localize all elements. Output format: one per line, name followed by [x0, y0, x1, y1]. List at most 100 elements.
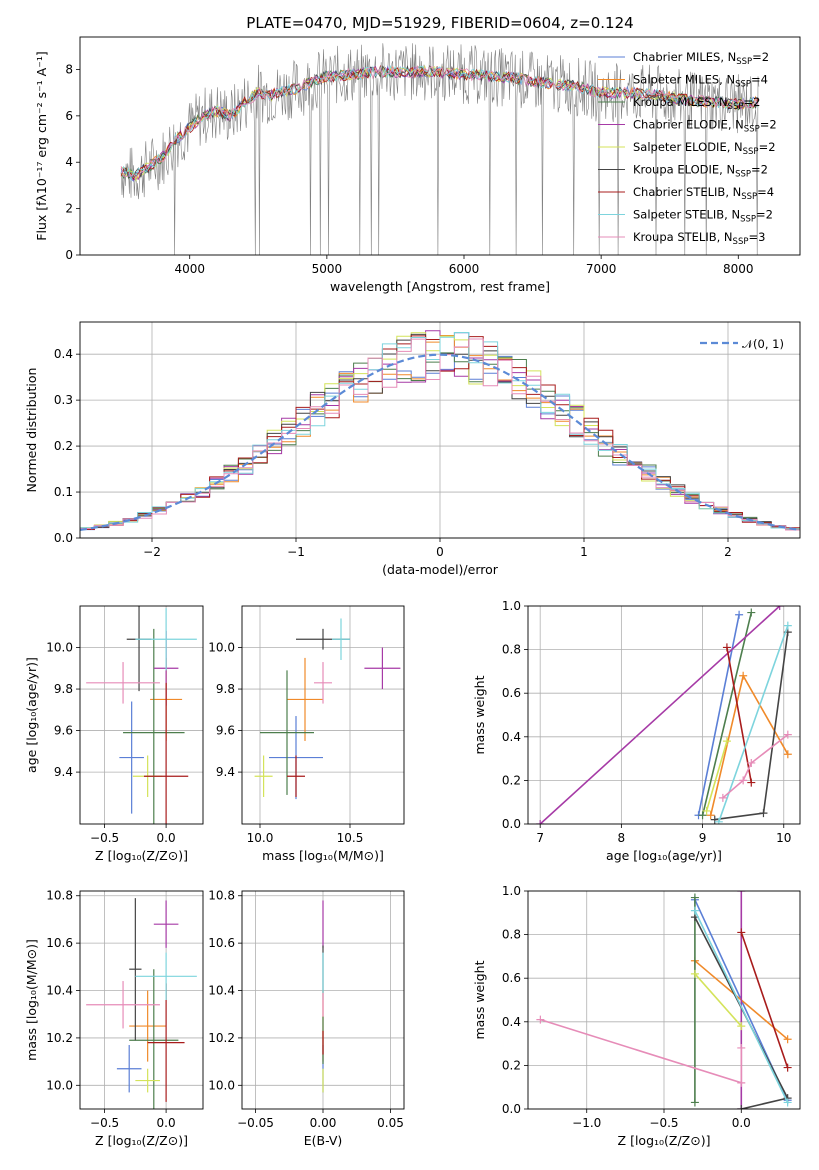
weight-marker	[737, 891, 746, 895]
legend-entry: Kroupa MILES, NSSP=2	[633, 95, 760, 112]
x-axis-label: Z [log₁₀(Z/Z⊙)]	[95, 848, 188, 863]
weight-marker	[698, 811, 707, 820]
y-tick-label: 4	[65, 155, 73, 169]
x-tick-label: 7	[536, 831, 544, 845]
y-tick-label: 0.4	[502, 1015, 521, 1029]
plot-area	[254, 618, 401, 800]
weight-marker	[783, 1098, 792, 1107]
x-tick-label: −0.05	[237, 1116, 274, 1130]
legend-entry: Kroupa STELIB, NSSP=3	[633, 230, 765, 247]
y-tick-label: 0.2	[502, 1058, 521, 1072]
x-tick-label: −0.5	[649, 1116, 678, 1130]
legend-entry: Kroupa ELODIE, NSSP=2	[633, 163, 768, 180]
weight-marker	[783, 750, 792, 759]
x-tick-label: 9	[699, 831, 707, 845]
weight-marker	[714, 817, 723, 824]
panel-spectrum: 4000 5000 6000 7000 8000 0 2 4 6 8 wavelength [Ang…	[34, 36, 801, 294]
weight-marker	[783, 1035, 792, 1044]
legend-entry: Chabrier STELIB, NSSP=4	[633, 185, 774, 202]
y-tick-label: 10.0	[46, 641, 73, 655]
figure-title: PLATE=0470, MJD=51929, FIBERID=0604, z=0…	[246, 14, 633, 32]
weight-marker	[722, 737, 731, 746]
x-tick-label: −0.5	[90, 831, 119, 845]
weight-series-8	[694, 910, 789, 1103]
y-tick-label: 10.2	[208, 1031, 235, 1045]
panel-weight-vs-Z: −1.0 −0.5 0.0 0.0 0.2 0.4 0.6 0.8 1.0 Z [log₁₀(Z/…	[472, 884, 801, 1148]
x-tick-label: 5000	[312, 262, 343, 276]
y-tick-label: 9.6	[54, 724, 73, 738]
y-tick-label: 0.2	[502, 773, 521, 787]
y-tick-label: 6	[65, 109, 73, 123]
x-tick-label: 2	[724, 545, 732, 559]
legend-entry: Salpeter ELODIE, NSSP=2	[633, 140, 776, 157]
panel-weight-vs-age: 7 8 9 10 0.0 0.2 0.4 0.6 0.8 1.0 age [log₁₀(age/yr…	[472, 599, 801, 863]
x-tick-label: 1	[580, 545, 588, 559]
x-tick-label: 7000	[586, 262, 617, 276]
normal-curve	[80, 353, 800, 531]
axes-frame	[79, 605, 204, 825]
y-tick-label: 9.6	[216, 724, 235, 738]
x-tick-label: 0.0	[732, 1116, 751, 1130]
y-tick-label: 10.4	[46, 984, 73, 998]
x-tick-label: 0	[436, 545, 444, 559]
spectrum-data-line	[120, 43, 760, 255]
weight-marker	[690, 893, 699, 902]
y-tick-label: 10.6	[208, 936, 235, 950]
axes-frame	[241, 890, 405, 1110]
x-axis-label: mass [log₁₀(M/M⊙)]	[262, 848, 384, 863]
y-tick-label: 8	[65, 62, 73, 76]
y-tick-label: 10.8	[46, 889, 73, 903]
weight-marker	[735, 610, 744, 619]
axes-frame	[79, 321, 801, 539]
plot-area	[120, 43, 760, 255]
weight-marker	[759, 809, 768, 818]
y-tick-label: 9.8	[54, 682, 73, 696]
x-axis-label: E(B-V)	[304, 1133, 343, 1148]
y-axis-label: Flux [fλ10⁻¹⁷ erg cm⁻² s⁻¹ A⁻¹]	[34, 51, 49, 240]
y-axis-label: mass weight	[472, 960, 487, 1039]
plot-area	[80, 330, 800, 531]
x-tick-label: 0.0	[157, 1116, 176, 1130]
plot-area	[86, 898, 197, 1109]
model-series-8	[120, 64, 759, 181]
weight-series-6	[714, 632, 789, 821]
y-tick-label: 2	[65, 202, 73, 216]
y-tick-label: 10.2	[46, 1031, 73, 1045]
y-tick-label: 1.0	[502, 884, 521, 898]
y-tick-label: 9.4	[54, 765, 73, 779]
y-tick-label: 0.4	[502, 730, 521, 744]
y-tick-label: 10.8	[208, 889, 235, 903]
weight-marker	[690, 906, 699, 915]
x-tick-label: 8000	[723, 262, 754, 276]
x-tick-label: 0.00	[310, 1116, 337, 1130]
y-tick-label: 0.8	[502, 928, 521, 942]
weight-series-8	[718, 625, 789, 823]
weight-series-9	[540, 1018, 743, 1084]
x-axis-label: Z [log₁₀(Z/Z⊙)]	[95, 1133, 188, 1148]
x-tick-label: 0.05	[377, 1116, 404, 1130]
y-tick-label: 9.4	[216, 765, 235, 779]
panel-age-vs-mass: 10.0 10.5 9.4 9.6 9.8 10.0 mass [log₁₀(M/M⊙)]	[208, 605, 405, 863]
y-tick-label: 0.1	[54, 485, 73, 499]
y-axis-label: mass [log₁₀(M/M⊙)]	[24, 939, 39, 1061]
weight-marker	[747, 758, 756, 767]
plot-area	[536, 606, 792, 824]
weight-marker	[739, 671, 748, 680]
x-tick-label: 10.0	[247, 831, 274, 845]
x-tick-label: −0.5	[90, 1116, 119, 1130]
x-tick-label: −2	[143, 545, 161, 559]
panel-age-vs-Z: −0.5 0.0 9.4 9.6 9.8 10.0 Z [log₁₀(Z/Z⊙)] age […	[24, 605, 204, 863]
weight-marker	[737, 1022, 746, 1031]
y-tick-label: 10.0	[208, 1078, 235, 1092]
weight-marker	[739, 776, 748, 785]
x-tick-label: −1	[287, 545, 305, 559]
weight-marker	[737, 928, 746, 937]
weight-marker	[775, 606, 784, 610]
weight-marker	[783, 1063, 792, 1072]
axes-frame	[241, 605, 405, 825]
x-tick-label: 10.5	[337, 831, 364, 845]
y-tick-label: 10.0	[46, 1078, 73, 1092]
weight-marker	[690, 1098, 699, 1107]
weight-series-5	[694, 973, 742, 1027]
